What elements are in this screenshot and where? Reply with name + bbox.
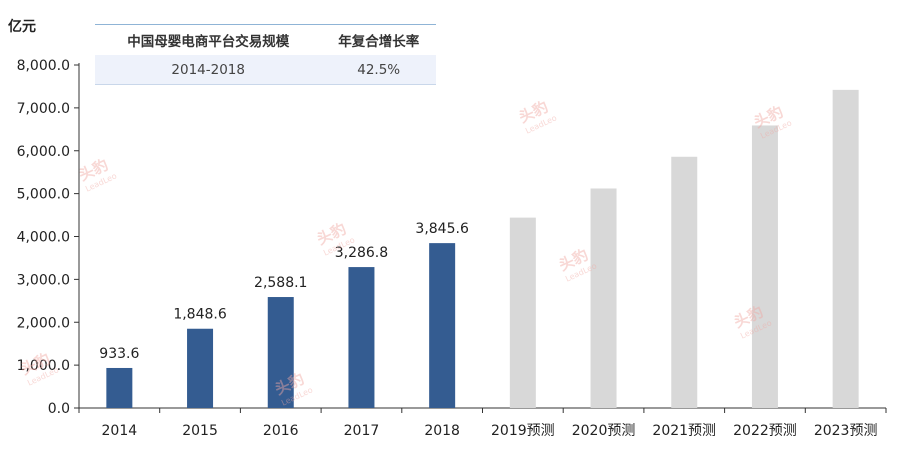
summary-header-row: 中国母婴电商平台交易规模 年复合增长率 <box>95 24 436 55</box>
actual-bar <box>348 267 375 408</box>
summary-header-market-size: 中国母婴电商平台交易规模 <box>95 24 322 55</box>
cagr-summary-table: 中国母婴电商平台交易规模 年复合增长率 2014-2018 42.5% <box>95 24 436 85</box>
y-tick-label: 4,000.0 <box>17 230 70 246</box>
forecast-bar <box>509 217 536 408</box>
summary-data-row: 2014-2018 42.5% <box>95 55 436 85</box>
x-category-label: 2017 <box>344 423 380 439</box>
y-tick-label: 8,000.0 <box>17 58 70 74</box>
x-category-label: 2014 <box>102 423 138 439</box>
forecast-bar <box>751 125 778 409</box>
x-category-label: 2021预测 <box>652 423 716 439</box>
y-tick-label: 1,000.0 <box>17 358 70 374</box>
bar-data-label: 2,588.1 <box>254 275 307 291</box>
x-category-label: 2022预测 <box>733 423 797 439</box>
forecast-bar <box>590 188 617 408</box>
bar-data-label: 1,848.6 <box>173 307 227 323</box>
y-tick-label: 5,000.0 <box>17 187 70 203</box>
forecast-bar <box>671 156 698 408</box>
bar-data-label: 3,286.8 <box>335 245 388 261</box>
y-tick-label: 2,000.0 <box>17 315 70 331</box>
x-category-label: 2020预测 <box>572 423 636 439</box>
summary-period-value: 2014-2018 <box>95 55 322 85</box>
x-category-label: 2023预测 <box>814 423 878 439</box>
summary-header-cagr: 年复合增长率 <box>321 24 436 55</box>
x-category-label: 2016 <box>263 423 299 439</box>
y-tick-label: 3,000.0 <box>17 272 70 288</box>
actual-bar <box>106 367 133 408</box>
x-category-label: 2015 <box>182 423 218 439</box>
y-axis-unit-label: 亿元 <box>8 19 36 35</box>
summary-cagr-value: 42.5% <box>321 55 436 85</box>
y-tick-label: 0.0 <box>48 401 70 417</box>
x-category-label: 2018 <box>424 423 460 439</box>
bar-data-label: 3,845.6 <box>415 221 469 237</box>
actual-bar <box>267 297 294 408</box>
y-tick-label: 6,000.0 <box>17 144 70 160</box>
forecast-bar <box>832 89 859 409</box>
x-category-label: 2019预测 <box>491 423 555 439</box>
actual-bar <box>429 243 456 408</box>
actual-bar <box>187 328 214 408</box>
y-tick-label: 7,000.0 <box>17 101 70 117</box>
bar-data-label: 933.6 <box>99 346 139 362</box>
